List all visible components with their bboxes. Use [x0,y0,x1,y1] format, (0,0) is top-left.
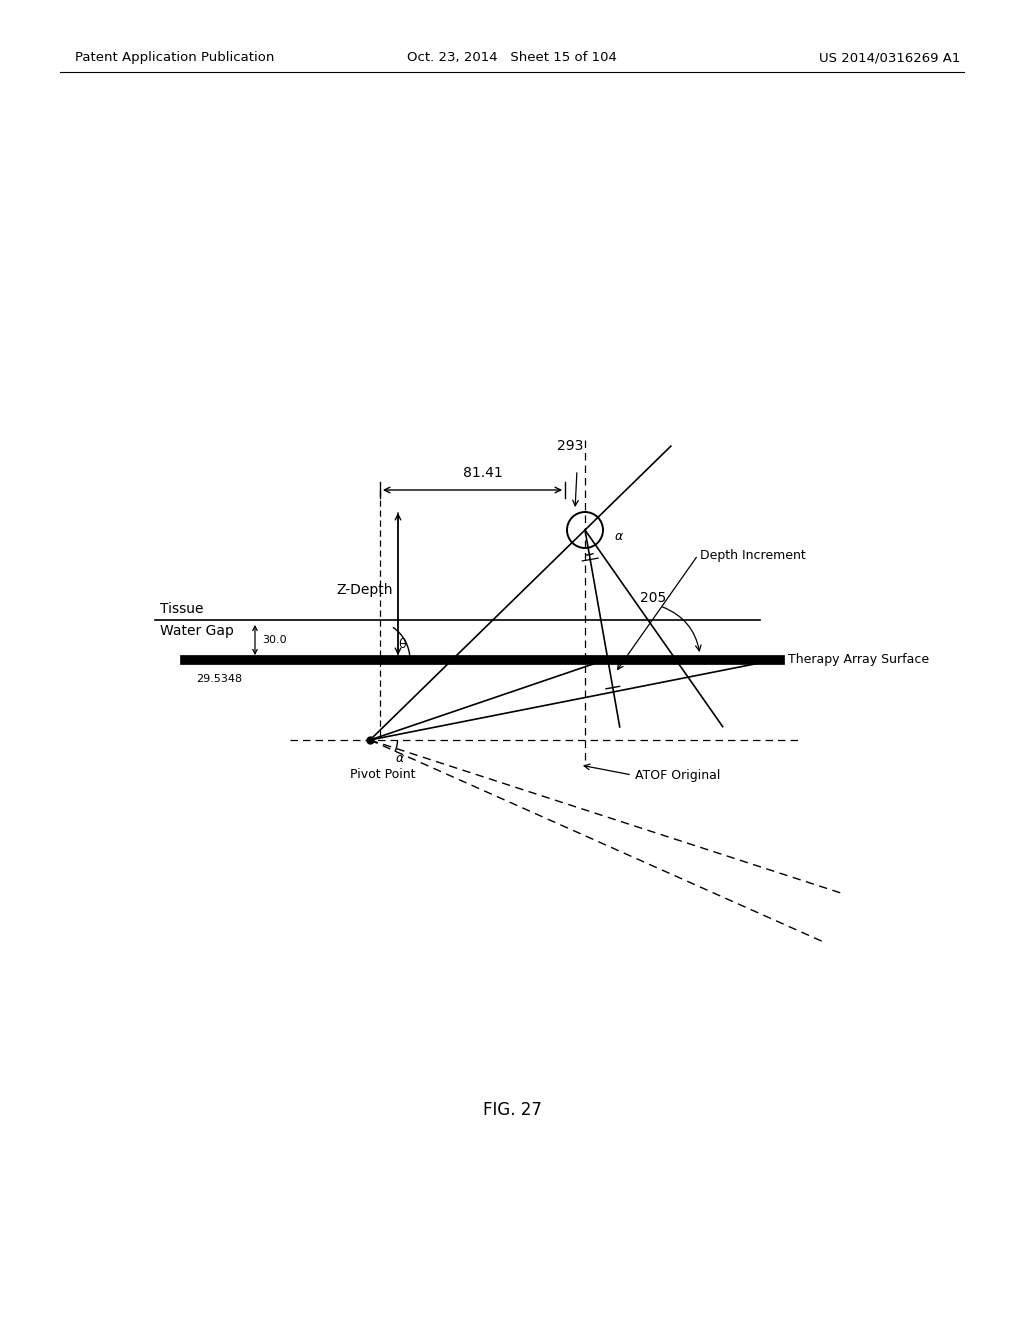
Text: Depth Increment: Depth Increment [700,549,806,561]
Text: 29.5348: 29.5348 [196,675,242,684]
Text: FIG. 27: FIG. 27 [482,1101,542,1119]
Text: Patent Application Publication: Patent Application Publication [75,51,274,65]
Text: 30.0: 30.0 [262,635,287,645]
Text: Therapy Array Surface: Therapy Array Surface [788,653,929,667]
Text: Oct. 23, 2014   Sheet 15 of 104: Oct. 23, 2014 Sheet 15 of 104 [408,51,616,65]
Text: α: α [396,751,404,764]
Text: ATOF Original: ATOF Original [635,768,720,781]
Text: θ: θ [398,638,406,651]
Text: Tissue: Tissue [160,602,204,616]
Text: Water Gap: Water Gap [160,624,233,638]
Text: α: α [615,529,624,543]
Text: US 2014/0316269 A1: US 2014/0316269 A1 [818,51,961,65]
Text: 205: 205 [640,591,667,605]
Text: 81.41: 81.41 [463,466,503,480]
Text: 293: 293 [557,440,584,453]
Text: Pivot Point: Pivot Point [350,768,416,781]
Text: Z-Depth: Z-Depth [337,583,393,597]
